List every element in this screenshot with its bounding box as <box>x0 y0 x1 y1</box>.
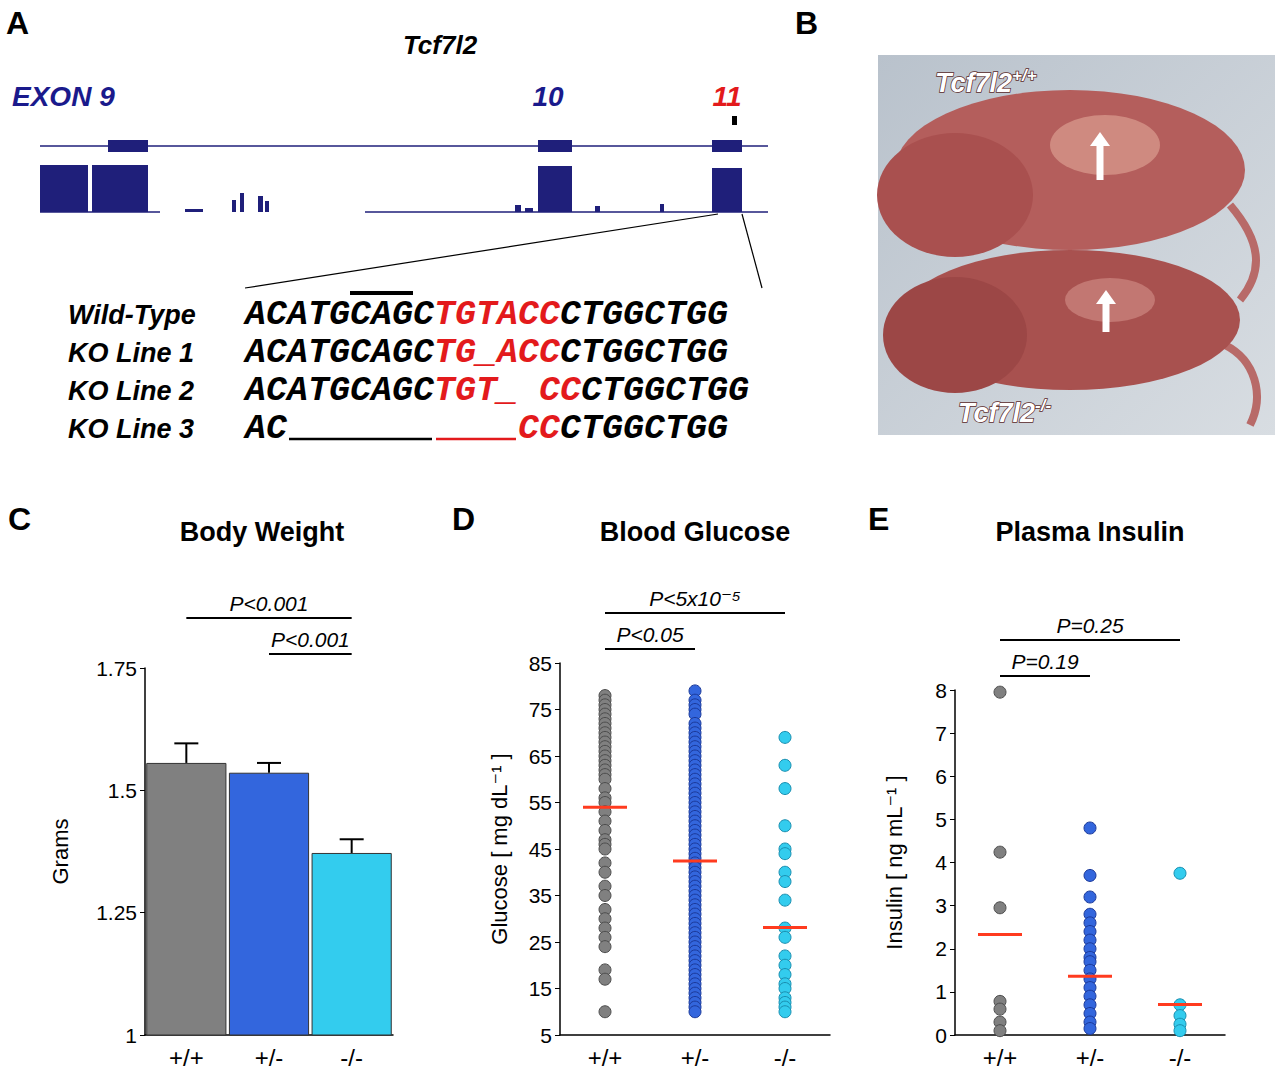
svg-text:0: 0 <box>935 1024 947 1047</box>
svg-text:6: 6 <box>935 765 947 788</box>
svg-text:+/-: +/- <box>1076 1044 1105 1071</box>
svg-text:A: A <box>6 5 29 41</box>
svg-text:11: 11 <box>712 81 741 112</box>
svg-text:45: 45 <box>529 838 552 861</box>
svg-text:2: 2 <box>935 937 947 960</box>
svg-text:75: 75 <box>529 698 552 721</box>
svg-text:ACATGCAGC: ACATGCAGC <box>243 295 435 335</box>
svg-text:15: 15 <box>529 977 552 1000</box>
svg-text:Plasma Insulin: Plasma Insulin <box>995 517 1184 547</box>
svg-text:P<0.001: P<0.001 <box>230 592 309 615</box>
svg-text:KO Line 2: KO Line 2 <box>68 376 194 406</box>
svg-text:+/+: +/+ <box>983 1044 1018 1071</box>
svg-text:Glucose [ mg dL⁻¹ ]: Glucose [ mg dL⁻¹ ] <box>487 753 512 944</box>
svg-text:+/-: +/- <box>681 1044 710 1071</box>
svg-text:D: D <box>452 501 475 537</box>
svg-text:P=0.25: P=0.25 <box>1056 614 1123 637</box>
svg-text:TG_ACC: TG_ACC <box>434 333 561 373</box>
svg-text:-/-: -/- <box>1169 1044 1192 1071</box>
svg-text:Body Weight: Body Weight <box>180 517 345 547</box>
svg-text:P<0.001: P<0.001 <box>271 628 350 651</box>
svg-text:CTGGCTGG: CTGGCTGG <box>560 295 728 335</box>
svg-text:E: E <box>868 501 889 537</box>
svg-text:CTGGCTGG: CTGGCTGG <box>560 333 728 373</box>
svg-text:Wild-Type: Wild-Type <box>68 300 196 330</box>
svg-text:B: B <box>795 5 818 41</box>
svg-text:Blood Glucose: Blood Glucose <box>600 517 791 547</box>
svg-text:TGT_ CC: TGT_ CC <box>434 371 582 411</box>
svg-text:ACATGCAGC: ACATGCAGC <box>243 371 435 411</box>
svg-text:Grams: Grams <box>48 819 73 885</box>
svg-text:5: 5 <box>540 1024 552 1047</box>
svg-text:55: 55 <box>529 791 552 814</box>
svg-text:CTGGCTGG: CTGGCTGG <box>560 409 728 449</box>
svg-text:P=0.19: P=0.19 <box>1011 650 1078 673</box>
svg-text:25: 25 <box>529 931 552 954</box>
svg-text:-/-: -/- <box>774 1044 797 1071</box>
svg-text:3: 3 <box>935 894 947 917</box>
svg-text:35: 35 <box>529 884 552 907</box>
svg-text:Insulin [ ng mL⁻¹ ]: Insulin [ ng mL⁻¹ ] <box>882 775 907 949</box>
svg-text:85: 85 <box>529 652 552 675</box>
svg-text:4: 4 <box>935 851 947 874</box>
svg-text:P<0.05: P<0.05 <box>616 623 683 646</box>
svg-text:1: 1 <box>935 980 947 1003</box>
svg-text:CTGGCTGG: CTGGCTGG <box>581 371 749 411</box>
svg-text:AC: AC <box>243 409 288 449</box>
svg-text:KO Line 1: KO Line 1 <box>68 338 194 368</box>
svg-text:Tcf7l2-/-: Tcf7l2-/- <box>958 396 1051 428</box>
svg-text:1.5: 1.5 <box>108 779 137 802</box>
svg-text:C: C <box>8 501 31 537</box>
svg-text:1.75: 1.75 <box>96 657 137 680</box>
svg-text:P<5x10⁻⁵: P<5x10⁻⁵ <box>649 587 741 610</box>
svg-text:+/+: +/+ <box>169 1044 204 1071</box>
svg-text:5: 5 <box>935 808 947 831</box>
svg-text:-/-: -/- <box>340 1044 363 1071</box>
svg-text:1: 1 <box>125 1024 137 1047</box>
svg-text:TGTACC: TGTACC <box>434 295 561 335</box>
svg-text:65: 65 <box>529 745 552 768</box>
svg-text:ACATGCAGC: ACATGCAGC <box>243 333 435 373</box>
svg-text:+/+: +/+ <box>588 1044 623 1071</box>
svg-text:KO Line 3: KO Line 3 <box>68 414 194 444</box>
svg-text:10: 10 <box>532 81 564 112</box>
svg-text:CC: CC <box>518 409 561 449</box>
svg-text:EXON 9: EXON 9 <box>12 81 115 112</box>
svg-text:Tcf7l2: Tcf7l2 <box>403 30 478 60</box>
svg-text:8: 8 <box>935 679 947 702</box>
svg-text:1.25: 1.25 <box>96 901 137 924</box>
svg-text:+/-: +/- <box>255 1044 284 1071</box>
svg-text:Tcf7l2+/+: Tcf7l2+/+ <box>935 66 1037 98</box>
svg-text:7: 7 <box>935 722 947 745</box>
